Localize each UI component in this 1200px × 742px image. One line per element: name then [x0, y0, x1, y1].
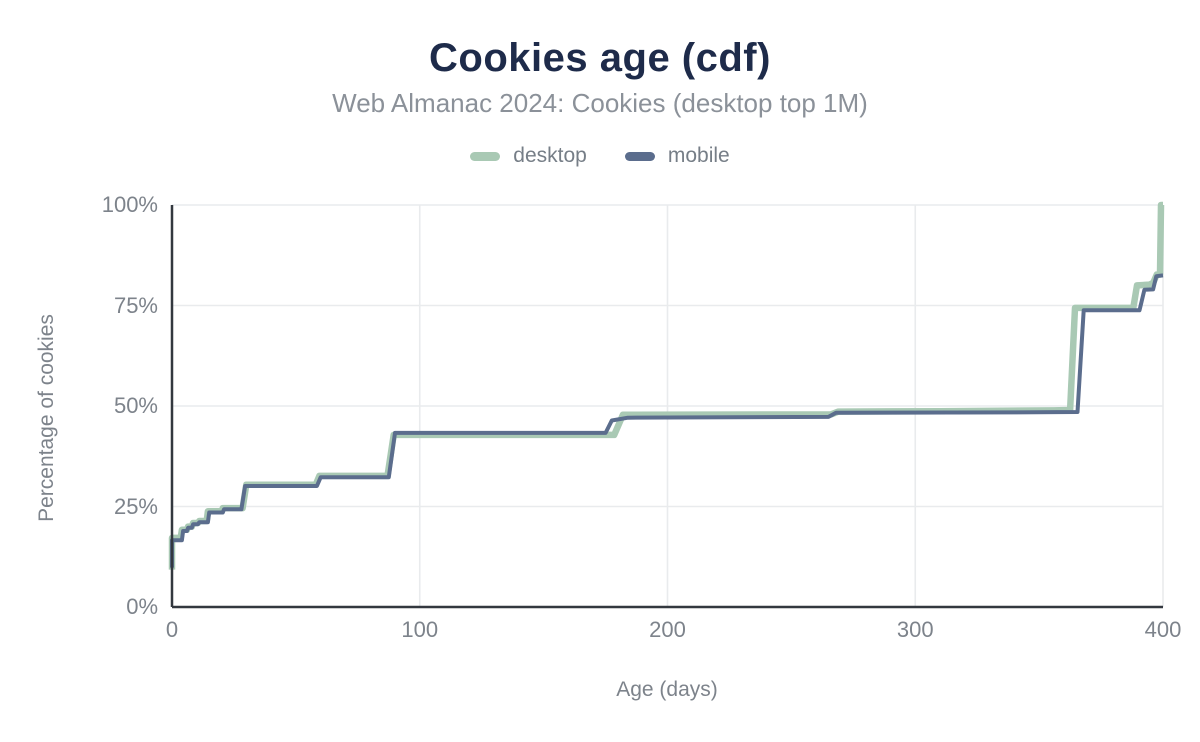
- x-tick-0: 0: [165, 617, 179, 642]
- cdf-line-chart: [168, 201, 1165, 609]
- legend-swatch-desktop: [470, 151, 501, 161]
- plot-area: [168, 201, 1165, 609]
- mobile-line: [170, 273, 1164, 568]
- axis-lines: [170, 205, 1163, 609]
- legend-label-desktop: desktop: [513, 144, 587, 167]
- x-tick-200: 200: [649, 617, 686, 642]
- y-tick-50%: 50%: [113, 393, 158, 418]
- x-axis-title: Age (days): [616, 678, 718, 701]
- y-tick-100%: 100%: [101, 192, 158, 217]
- chart-title: Cookies age (cdf): [429, 36, 771, 80]
- x-tick-400: 400: [1144, 617, 1182, 642]
- y-tick-25%: 25%: [113, 493, 158, 519]
- y-tick-75%: 75%: [113, 292, 158, 318]
- x-tick-300: 300: [896, 617, 934, 642]
- legend-swatch-mobile: [624, 151, 655, 161]
- legend-label-mobile: mobile: [667, 144, 730, 167]
- chart-subtitle: Web Almanac 2024: Cookies (desktop top 1…: [332, 88, 868, 118]
- legend: desktop mobile: [0, 144, 1200, 168]
- gridlines: [172, 204, 1164, 607]
- x-tick-100: 100: [401, 617, 439, 642]
- legend-item-desktop: desktop: [470, 144, 587, 168]
- legend-item-mobile: mobile: [624, 144, 730, 168]
- y-tick-0%: 0%: [126, 594, 158, 619]
